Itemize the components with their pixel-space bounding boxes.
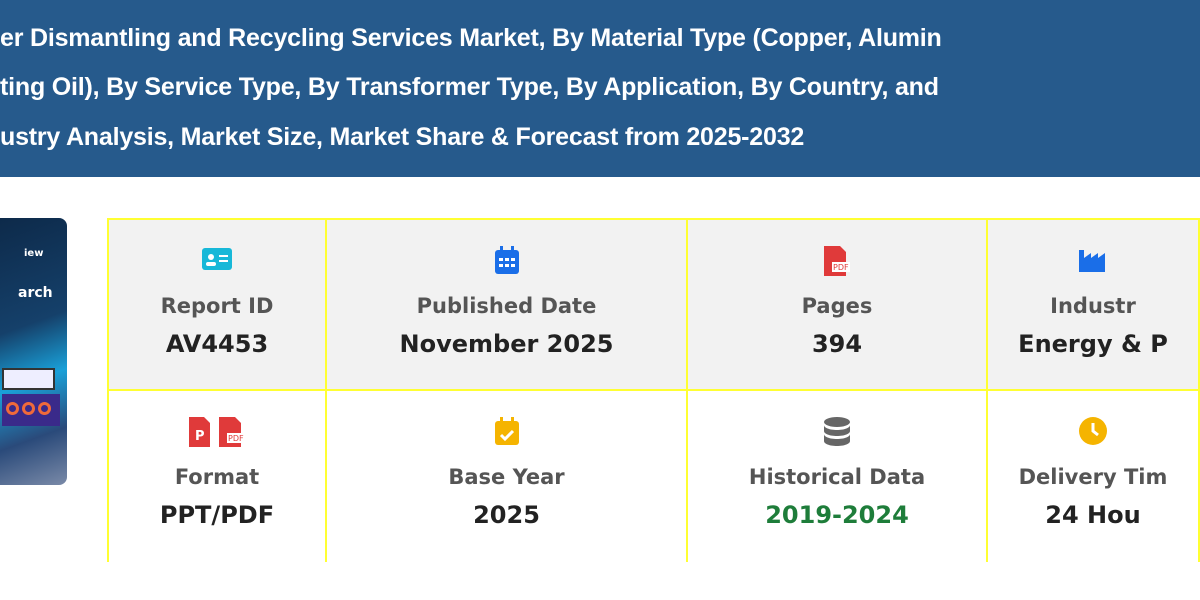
title-line-2: ting Oil), By Service Type, By Transform… <box>0 73 939 101</box>
id-card-icon <box>202 248 232 270</box>
industry-icon <box>1079 250 1105 272</box>
label: Base Year <box>448 465 565 489</box>
cover-dot <box>22 402 35 415</box>
database-icon <box>824 417 850 446</box>
value: 394 <box>811 330 863 358</box>
label: Published Date <box>416 294 597 318</box>
value: 2019-2024 <box>765 501 909 529</box>
base-year-cell: Base Year 2025 <box>327 391 688 562</box>
clock-icon <box>1079 417 1107 445</box>
cover-text: arch <box>18 285 53 301</box>
label: Format <box>174 465 260 489</box>
value: November 2025 <box>399 330 614 358</box>
svg-text:PDF: PDF <box>228 434 244 443</box>
title-line-1: er Dismantling and Recycling Services Ma… <box>0 24 942 52</box>
delivery-time-cell: Delivery Tim 24 Hou <box>988 391 1198 562</box>
calendar-icon <box>494 246 519 274</box>
published-date-cell: Published Date November 2025 <box>327 220 688 391</box>
ppt-file-icon: P <box>189 417 210 447</box>
value: 2025 <box>473 501 540 529</box>
historical-data-cell: Historical Data 2019-2024 <box>688 391 988 562</box>
value: Energy & P <box>1018 330 1168 358</box>
pdf-file-icon: PDF <box>824 246 850 276</box>
label: Industr <box>1050 294 1136 318</box>
label: Historical Data <box>748 465 926 489</box>
pdf-file-icon: PDF <box>219 417 245 447</box>
value: 24 Hou <box>1045 501 1141 529</box>
svg-text:P: P <box>195 429 205 444</box>
value: PPT/PDF <box>159 501 275 529</box>
label: Report ID <box>160 294 274 318</box>
value: AV4453 <box>165 330 269 358</box>
cover-dot <box>6 402 19 415</box>
industry-cell: Industr Energy & P <box>988 220 1198 391</box>
svg-text:PDF: PDF <box>833 263 849 272</box>
cover-dot <box>38 402 51 415</box>
calendar-check-icon <box>494 417 519 445</box>
cover-monitor <box>2 368 55 390</box>
report-cover-image: iew arch <box>0 218 67 485</box>
title-line-3: ustry Analysis, Market Size, Market Shar… <box>0 123 805 151</box>
report-details-table: Report ID AV4453 Published Date November… <box>107 218 1200 562</box>
label: Pages <box>801 294 873 318</box>
report-id-cell: Report ID AV4453 <box>109 220 327 391</box>
format-cell: P PDF Format PPT/PDF <box>109 391 327 562</box>
label: Delivery Tim <box>1018 465 1168 489</box>
cover-text: iew <box>24 248 44 259</box>
page-header: er Dismantling and Recycling Services Ma… <box>0 0 1200 177</box>
pages-cell: PDF Pages 394 <box>688 220 988 391</box>
